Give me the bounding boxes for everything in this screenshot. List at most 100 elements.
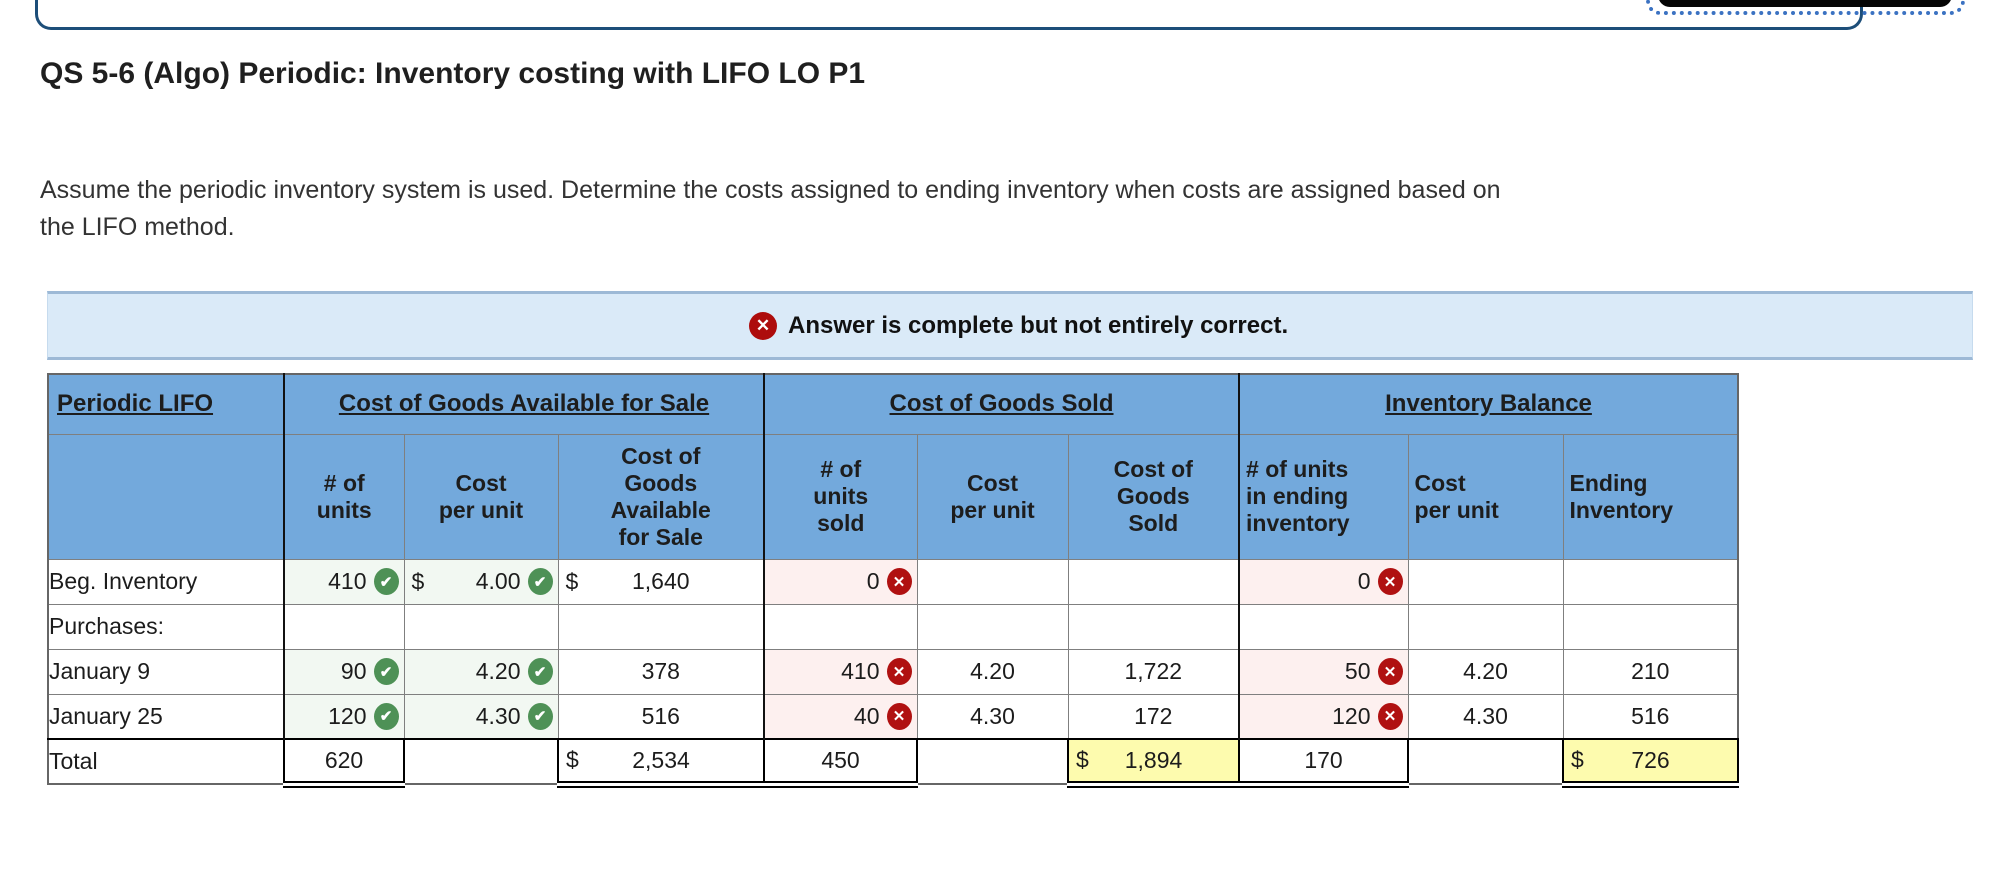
input-cell-units[interactable]: 90 ✔: [283, 648, 405, 695]
total-units: 620: [283, 738, 405, 788]
cell-value: 450: [821, 746, 860, 773]
cell-empty: [763, 603, 918, 650]
row-total: Total 620 $ 2,534 450 $ 1,894 170 $ 726: [47, 738, 1740, 788]
subheader-cogas: Cost of Goods Available for Sale: [557, 433, 765, 560]
question-title: QS 5-6 (Algo) Periodic: Inventory costin…: [40, 57, 866, 90]
cell-value: 90: [340, 658, 367, 684]
x-icon: ✕: [1377, 658, 1403, 685]
cell-cogs: 1,722: [1067, 648, 1240, 695]
feedback-banner: ✕ Answer is complete but not entirely co…: [47, 291, 1973, 360]
cell-value: 50: [1344, 658, 1371, 684]
periodic-lifo-table: Periodic LIFO Cost of Goods Available fo…: [47, 373, 1740, 788]
input-cell-units-ending[interactable]: 120 ✕: [1238, 693, 1409, 740]
cell-value: 120: [1332, 702, 1371, 729]
cell-value: 4.30: [475, 702, 521, 729]
total-units-sold: 450: [763, 738, 919, 788]
cell-value: 1,894: [1124, 746, 1183, 773]
subheader-ending-inventory: Ending Inventory: [1562, 433, 1739, 560]
cell-empty: [1562, 603, 1739, 650]
cell-value: 4.30: [1463, 702, 1508, 729]
input-cell-units-ending[interactable]: 0 ✕: [1238, 558, 1409, 605]
section-header-row: Periodic LIFO Cost of Goods Available fo…: [47, 373, 1739, 435]
cell-empty: [403, 603, 559, 650]
input-cell-cost-per-unit[interactable]: $ 4.00 ✔: [403, 558, 559, 605]
cell-value: 516: [641, 702, 680, 729]
cell-empty: [1067, 558, 1240, 605]
row-label: January 25: [47, 693, 285, 740]
input-cell-units-sold[interactable]: 40 ✕: [763, 693, 918, 740]
cell-empty: [1562, 558, 1739, 605]
cell-empty: [916, 558, 1069, 605]
focused-toolbar-button[interactable]: [1658, 0, 1952, 7]
cell-value: 4.00: [475, 568, 521, 594]
cell-value: 4.20: [970, 658, 1015, 684]
x-glyph: ✕: [755, 315, 771, 335]
cell-value: 4.20: [475, 658, 521, 684]
dollar-sign: $: [411, 568, 425, 594]
x-icon: ✕: [886, 702, 912, 730]
check-icon: ✔: [527, 702, 553, 730]
input-cell-cost-per-unit[interactable]: 4.30 ✔: [403, 693, 559, 740]
check-icon: ✔: [373, 568, 399, 595]
row-label: Beg. Inventory: [47, 558, 285, 605]
cell-cogas: 378: [557, 648, 765, 695]
x-icon: ✕: [1377, 702, 1403, 730]
cell-empty: [557, 603, 765, 650]
cell-value: 210: [1631, 658, 1670, 684]
header-cogas: Cost of Goods Available for Sale: [282, 373, 765, 435]
cell-value: 378: [641, 658, 680, 684]
subheader-units: # of units: [283, 433, 405, 560]
cell-value: 516: [1631, 702, 1670, 729]
card-top-border: [35, 0, 1863, 30]
dollar-sign: $: [566, 746, 579, 773]
cell-empty: [916, 603, 1069, 650]
cell-cost-per-unit: 4.30: [916, 693, 1069, 740]
x-icon: ✕: [1377, 568, 1403, 595]
feedback-banner-content: ✕ Answer is complete but not entirely co…: [749, 311, 1289, 340]
question-instructions: Assume the periodic inventory system is …: [40, 172, 1501, 246]
check-icon: ✔: [373, 658, 399, 685]
subheader-units-sold: # of units sold: [763, 433, 918, 560]
cell-empty: [916, 738, 1069, 785]
instructions-line-1: Assume the periodic inventory system is …: [40, 176, 1501, 204]
cell-value: 620: [324, 746, 364, 773]
error-circle-icon: ✕: [749, 311, 777, 340]
cell-cogs: 172: [1067, 693, 1240, 740]
dollar-sign: $: [1571, 746, 1584, 773]
row-label: January 9: [47, 648, 285, 695]
cell-cost-per-unit: 4.30: [1407, 693, 1564, 740]
cell-empty: [1407, 558, 1564, 605]
cell-value: 2,534: [632, 746, 690, 773]
feedback-text: Answer is complete but not entirely corr…: [788, 311, 1289, 339]
cell-cogas: $ 1,640: [557, 558, 765, 605]
input-cell-units-ending[interactable]: 50 ✕: [1238, 648, 1409, 695]
input-cell-units-sold[interactable]: 410 ✕: [763, 648, 918, 695]
cell-ending-inventory: 210: [1562, 648, 1739, 695]
input-cell-units[interactable]: 120 ✔: [283, 693, 405, 740]
cell-empty: [1067, 603, 1240, 650]
row-january-25: January 25 120 ✔ 4.30 ✔ 516 40 ✕ 4.30 172 1…: [47, 693, 1739, 740]
header-cogs: Cost of Goods Sold: [763, 373, 1240, 435]
cell-value: 120: [328, 702, 367, 729]
check-icon: ✔: [373, 702, 399, 730]
total-cogs: $ 1,894: [1067, 738, 1241, 788]
cell-value: 410: [841, 658, 880, 684]
row-purchases: Purchases:: [47, 603, 1739, 650]
cell-value: 0: [1357, 568, 1371, 594]
subheader-cost-per-unit-1: Cost per unit: [403, 433, 559, 560]
input-cell-units-sold[interactable]: 0 ✕: [763, 558, 918, 605]
x-icon: ✕: [886, 658, 912, 685]
input-cell-cost-per-unit[interactable]: 4.20 ✔: [403, 648, 559, 695]
sub-header-row: # of units Cost per unit Cost of Goods A…: [47, 433, 1739, 560]
header-periodic-lifo: Periodic LIFO: [47, 373, 285, 435]
cell-cogas: 516: [557, 693, 765, 740]
check-icon: ✔: [527, 568, 553, 595]
check-icon: ✔: [527, 658, 553, 685]
row-beg-inventory: Beg. Inventory 410 ✔ $ 4.00 ✔ $ 1,640 0 ✕ 0…: [47, 558, 1739, 605]
subheader-blank: [47, 433, 285, 560]
dollar-sign: $: [1076, 746, 1089, 773]
total-units-ending: 170: [1238, 738, 1410, 788]
cell-value: 172: [1134, 702, 1173, 729]
input-cell-units[interactable]: 410 ✔: [283, 558, 405, 605]
